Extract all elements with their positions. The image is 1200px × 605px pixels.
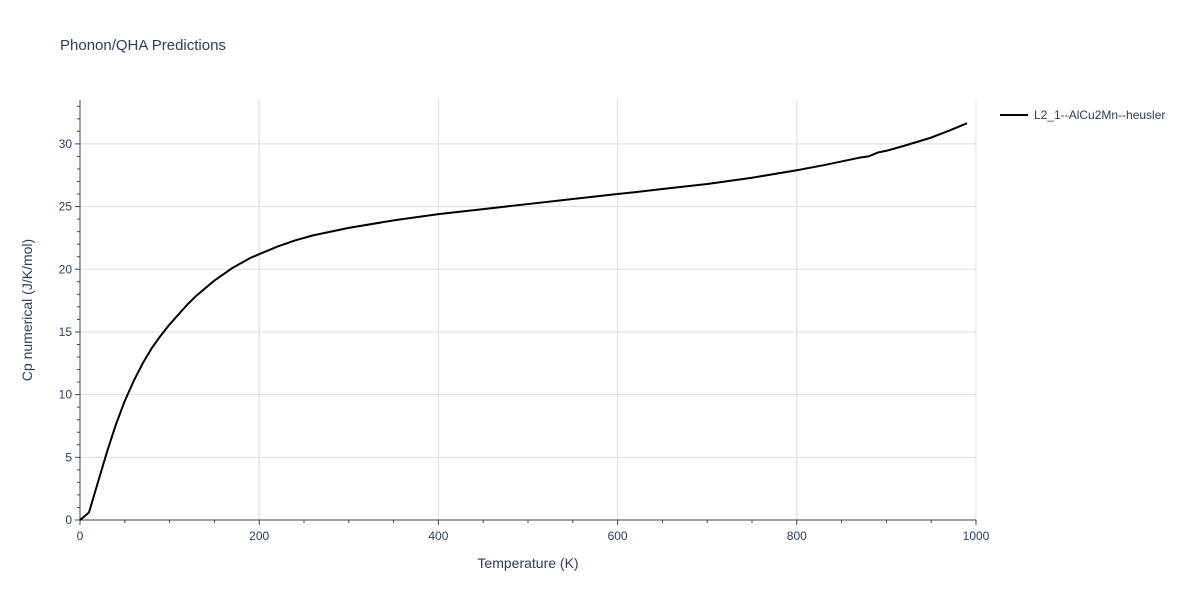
x-tick-label: 800 [787,529,807,543]
y-tick-label: 25 [59,200,73,214]
y-axis-title: Cp numerical (J/K/mol) [19,239,35,381]
y-tick-label: 15 [59,325,73,339]
x-tick-label: 1000 [963,529,990,543]
x-axis-title: Temperature (K) [477,555,578,571]
grid-layer [80,100,977,520]
y-tick-label: 10 [59,388,73,402]
y-tick-label: 20 [59,262,73,276]
legend[interactable]: L2_1--AlCu2Mn--heusler [1000,108,1165,122]
chart-title: Phonon/QHA Predictions [60,37,226,54]
y-tick-label: 30 [59,137,73,151]
series-line-0 [79,122,968,521]
x-tick-label: 600 [608,529,628,543]
series-layer [79,122,968,521]
y-tick-label: 5 [65,450,72,464]
legend-label: L2_1--AlCu2Mn--heusler [1034,108,1165,122]
x-tick-label: 0 [77,529,84,543]
y-tick-label: 0 [65,513,72,527]
x-tick-label: 400 [428,529,448,543]
axis-layer: 0 200 400 600 800 1000 0 5 10 15 20 25 30 [59,100,990,543]
x-tick-label: 200 [249,529,269,543]
